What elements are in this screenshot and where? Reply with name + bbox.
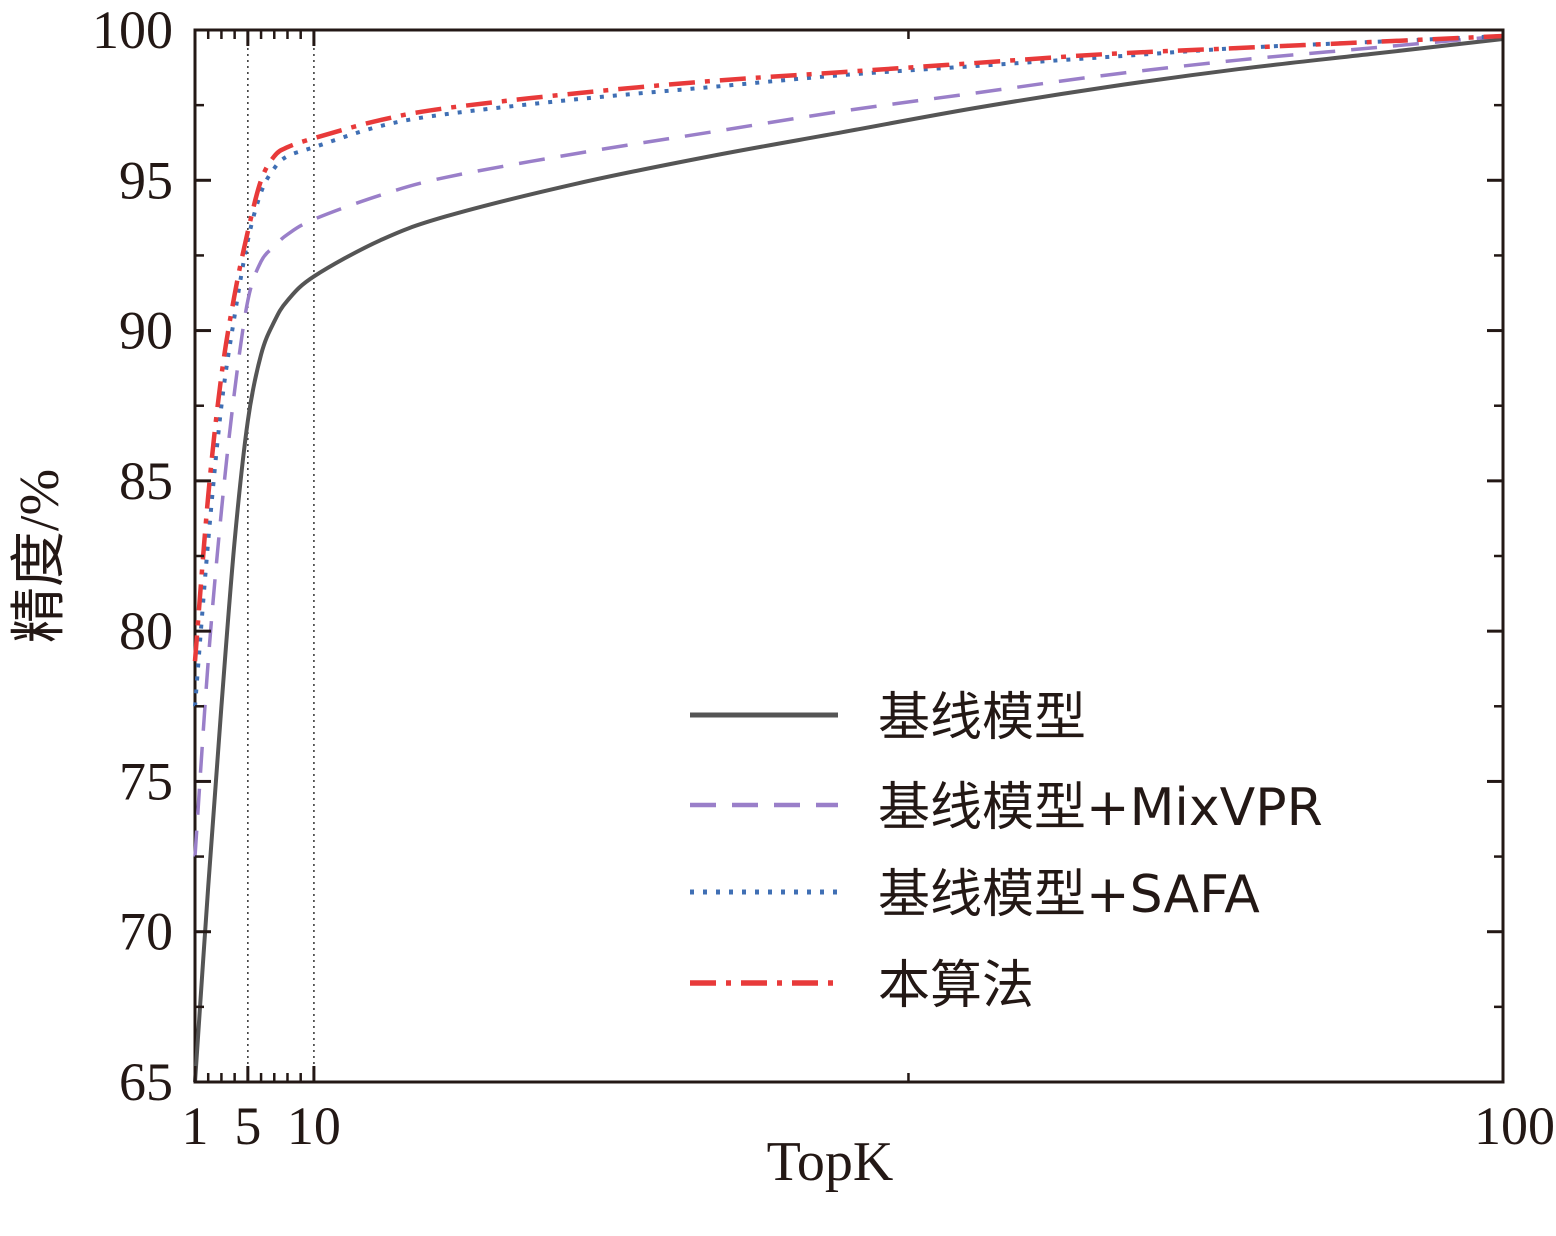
legend-label-4: 本算法 bbox=[878, 956, 1034, 1016]
reference-lines bbox=[247, 30, 315, 1082]
legend-label-3: 基线模型+SAFA bbox=[878, 865, 1260, 925]
x-tick-label: 5 bbox=[234, 1096, 261, 1156]
y-tick-label: 65 bbox=[119, 1052, 173, 1112]
y-tick-label: 80 bbox=[119, 601, 173, 661]
x-axis: 1 5 10 100 bbox=[182, 30, 1555, 1156]
plot-area-frame bbox=[193, 28, 1505, 1084]
y-tick-label: 75 bbox=[119, 751, 173, 811]
y-tick-label: 70 bbox=[119, 902, 173, 962]
y-tick-label: 90 bbox=[119, 301, 173, 361]
series-line-1 bbox=[193, 37, 1504, 1083]
y-tick-label: 100 bbox=[92, 0, 173, 60]
series-line-4 bbox=[192, 33, 1504, 662]
x-axis-title: TopK bbox=[767, 1131, 894, 1193]
x-tick-label: 10 bbox=[287, 1096, 341, 1156]
series-group bbox=[192, 33, 1504, 1083]
series-line-2 bbox=[193, 34, 1504, 857]
legend-label-1: 基线模型 bbox=[878, 688, 1086, 748]
x-tick-label: 100 bbox=[1474, 1096, 1555, 1156]
series-line-3 bbox=[193, 34, 1504, 707]
y-axis: 65 70 75 80 85 90 95 100 bbox=[92, 0, 1503, 1112]
y-tick-label: 95 bbox=[119, 150, 173, 210]
x-tick-label: 1 bbox=[182, 1096, 209, 1156]
y-tick-label: 85 bbox=[119, 451, 173, 511]
y-axis-title: 精度/% bbox=[9, 469, 71, 643]
legend-label-2: 基线模型+MixVPR bbox=[878, 778, 1323, 838]
